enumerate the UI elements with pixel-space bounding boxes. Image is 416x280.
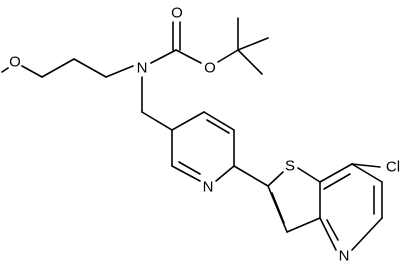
bonds xyxy=(1,17,383,251)
atom-label: Cl xyxy=(386,159,400,176)
atom-label: O xyxy=(204,60,216,77)
atom-label: N xyxy=(203,179,214,196)
atom-label: S xyxy=(285,158,295,175)
atom-label: O xyxy=(171,5,183,22)
atom-label: N xyxy=(137,60,148,77)
atom-label: N xyxy=(339,248,350,265)
atom-label: O xyxy=(9,54,21,71)
